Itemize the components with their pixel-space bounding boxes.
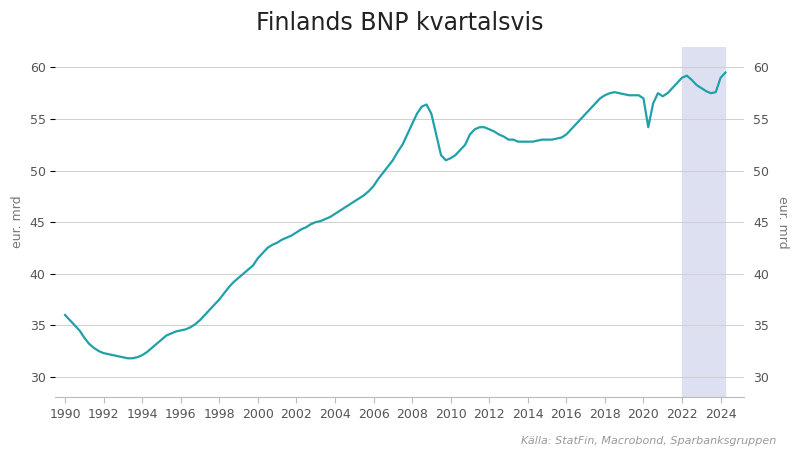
Text: Källa: StatFin, Macrobond, Sparbanksgruppen: Källa: StatFin, Macrobond, Sparbanksgrup… xyxy=(521,436,776,446)
Y-axis label: eur. mrd: eur. mrd xyxy=(11,196,24,248)
Y-axis label: eur. mrd: eur. mrd xyxy=(776,196,789,248)
Bar xyxy=(682,47,726,397)
Title: Finlands BNP kvartalsvis: Finlands BNP kvartalsvis xyxy=(256,11,543,35)
